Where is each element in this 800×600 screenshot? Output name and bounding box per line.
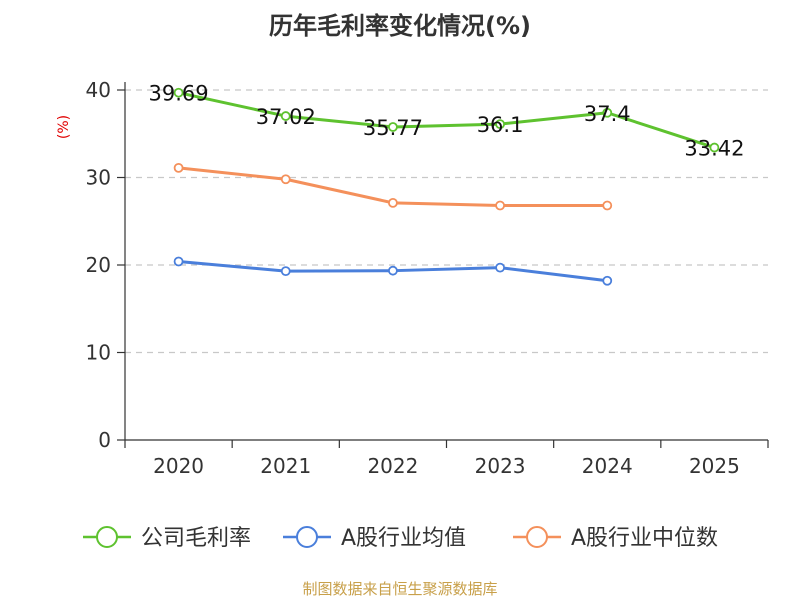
- legend-item-2: A股行业均值: [283, 526, 466, 551]
- data-label: 33.42: [684, 137, 744, 161]
- data-label: 37.4: [584, 102, 631, 126]
- data-point: [709, 142, 720, 153]
- x-tick-label: 2025: [689, 454, 740, 478]
- data-point: [602, 107, 613, 118]
- data-source-note: 制图数据来自恒生聚源数据库: [302, 580, 498, 598]
- data-point: [173, 256, 184, 267]
- data-point: [280, 174, 291, 185]
- data-point: [388, 122, 398, 132]
- data-label: 39.69: [149, 82, 209, 106]
- y-tick-label: 40: [86, 78, 111, 102]
- legend-label: A股行业中位数: [571, 526, 718, 551]
- data-label: 36.1: [477, 113, 524, 137]
- data-point: [495, 119, 505, 130]
- data-point: [388, 197, 398, 208]
- data-point: [388, 265, 398, 276]
- y-tick-label: 0: [98, 428, 111, 452]
- x-tick-label: 2021: [260, 454, 311, 478]
- chart-title: 历年毛利率变化情况(%): [269, 12, 531, 40]
- data-point: [280, 111, 291, 121]
- data-point: [495, 262, 505, 273]
- x-tick-label: 2024: [582, 454, 633, 478]
- series-line-1: [178, 91, 715, 150]
- legend-marker: [296, 526, 318, 548]
- data-point: [602, 275, 613, 286]
- data-point: [602, 200, 613, 211]
- legend-label: A股行业均值: [341, 526, 466, 551]
- x-tick-label: 2020: [153, 454, 204, 478]
- y-tick-label: 20: [86, 253, 111, 277]
- data-point: [173, 87, 184, 98]
- data-point: [495, 200, 505, 211]
- legend-label: 公司毛利率: [141, 526, 251, 551]
- x-tick-label: 2022: [367, 454, 418, 478]
- legend-marker: [526, 526, 548, 548]
- x-tick-label: 2023: [475, 454, 526, 478]
- legend-item-1: 公司毛利率: [83, 526, 251, 551]
- data-label: 35.77: [363, 116, 423, 140]
- legend-item-3: A股行业中位数: [513, 526, 718, 551]
- y-tick-label: 30: [86, 166, 111, 190]
- y-axis-label: (%): [56, 115, 72, 139]
- data-label: 37.02: [256, 105, 316, 129]
- data-point: [280, 266, 291, 277]
- legend-marker: [96, 526, 118, 548]
- y-tick-label: 10: [86, 341, 111, 365]
- data-point: [173, 162, 184, 173]
